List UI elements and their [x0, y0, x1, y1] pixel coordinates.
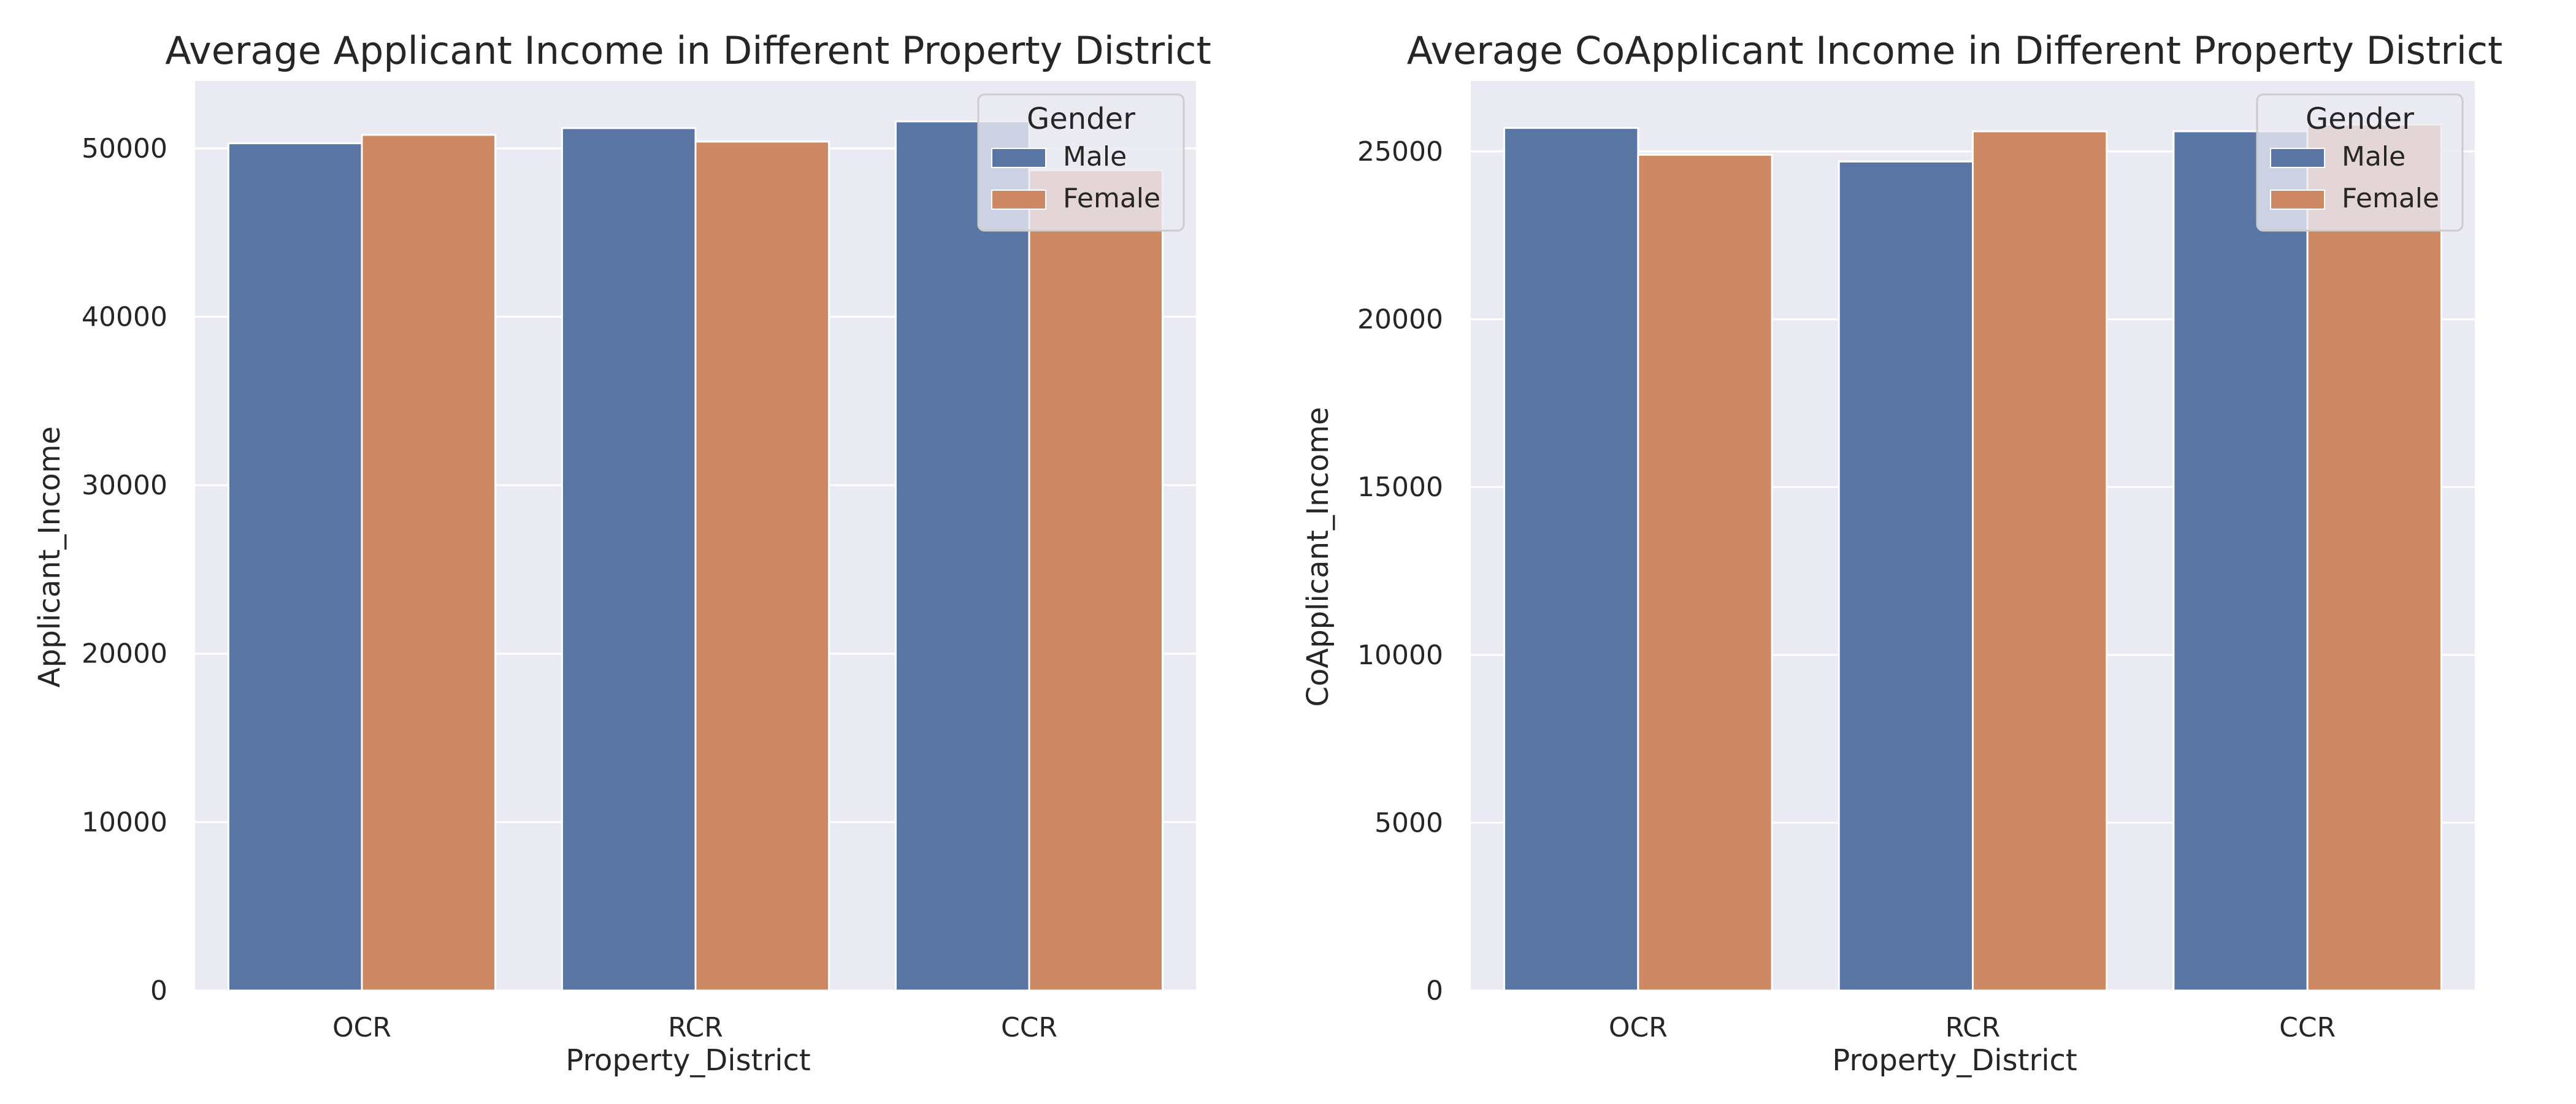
y-tick-label: 10000 [1357, 640, 1443, 671]
bar-female-ccr [2306, 123, 2442, 992]
y-axis-label: Applicant_Income [33, 426, 67, 688]
y-tick-label: 40000 [82, 301, 167, 332]
y-axis-label: CoApplicant_Income [1301, 407, 1335, 707]
bar-male-ccr [894, 120, 1030, 992]
y-tick-label: 0 [1426, 975, 1443, 1006]
legend-label-female: Female [2342, 183, 2439, 214]
legend-title: Gender [1027, 102, 1135, 136]
bar-male-ccr [2172, 130, 2309, 992]
legend-label-male: Male [2342, 141, 2405, 172]
y-tick-label: 25000 [1357, 136, 1443, 167]
x-tick-label: RCR [668, 1012, 723, 1043]
y-tick-label: 15000 [1357, 472, 1443, 503]
legend-swatch-female [991, 190, 1046, 210]
bar-male-ocr [1503, 127, 1639, 992]
x-tick-label: RCR [1945, 1012, 2001, 1043]
legend-swatch-male [2270, 148, 2325, 168]
legend-swatch-female [2270, 190, 2325, 210]
legend-swatch-male [991, 148, 1046, 168]
legend: Gender Male Female [2256, 93, 2464, 232]
x-tick-label: CCR [1001, 1012, 1057, 1043]
y-tick-label: 50000 [82, 133, 167, 164]
bar-male-rcr [1838, 160, 1974, 992]
y-tick-label: 5000 [1374, 807, 1443, 838]
coapplicant-income-chart: Average CoApplicant Income in Different … [1301, 28, 2502, 1078]
y-tick-label: 0 [150, 975, 167, 1006]
chart-title: Average CoApplicant Income in Different … [1407, 28, 2503, 73]
x-axis-label: Property_District [565, 1043, 811, 1078]
bar-female-ocr [361, 134, 497, 992]
bar-female-ocr [1637, 153, 1773, 992]
y-tick-label: 20000 [82, 638, 167, 670]
legend-label-female: Female [1063, 183, 1160, 214]
x-tick-label: OCR [332, 1012, 391, 1043]
y-tick-label: 30000 [82, 470, 167, 501]
applicant-income-chart: Average Applicant Income in Different Pr… [33, 28, 1211, 1078]
y-tick-label: 10000 [82, 807, 167, 838]
legend: Gender Male Female [977, 93, 1185, 232]
bar-female-rcr [1972, 130, 2108, 992]
x-tick-label: CCR [2279, 1012, 2336, 1043]
legend-title: Gender [2306, 102, 2414, 136]
bar-male-ocr [227, 142, 363, 992]
x-axis-label: Property_District [1832, 1043, 2077, 1078]
legend-label-male: Male [1063, 141, 1127, 172]
bar-female-ccr [1028, 169, 1164, 992]
chart-title: Average Applicant Income in Different Pr… [165, 28, 1211, 73]
bar-male-rcr [561, 127, 697, 992]
y-tick-label: 20000 [1357, 304, 1443, 335]
x-tick-label: OCR [1609, 1012, 1668, 1043]
bar-female-rcr [694, 140, 830, 992]
